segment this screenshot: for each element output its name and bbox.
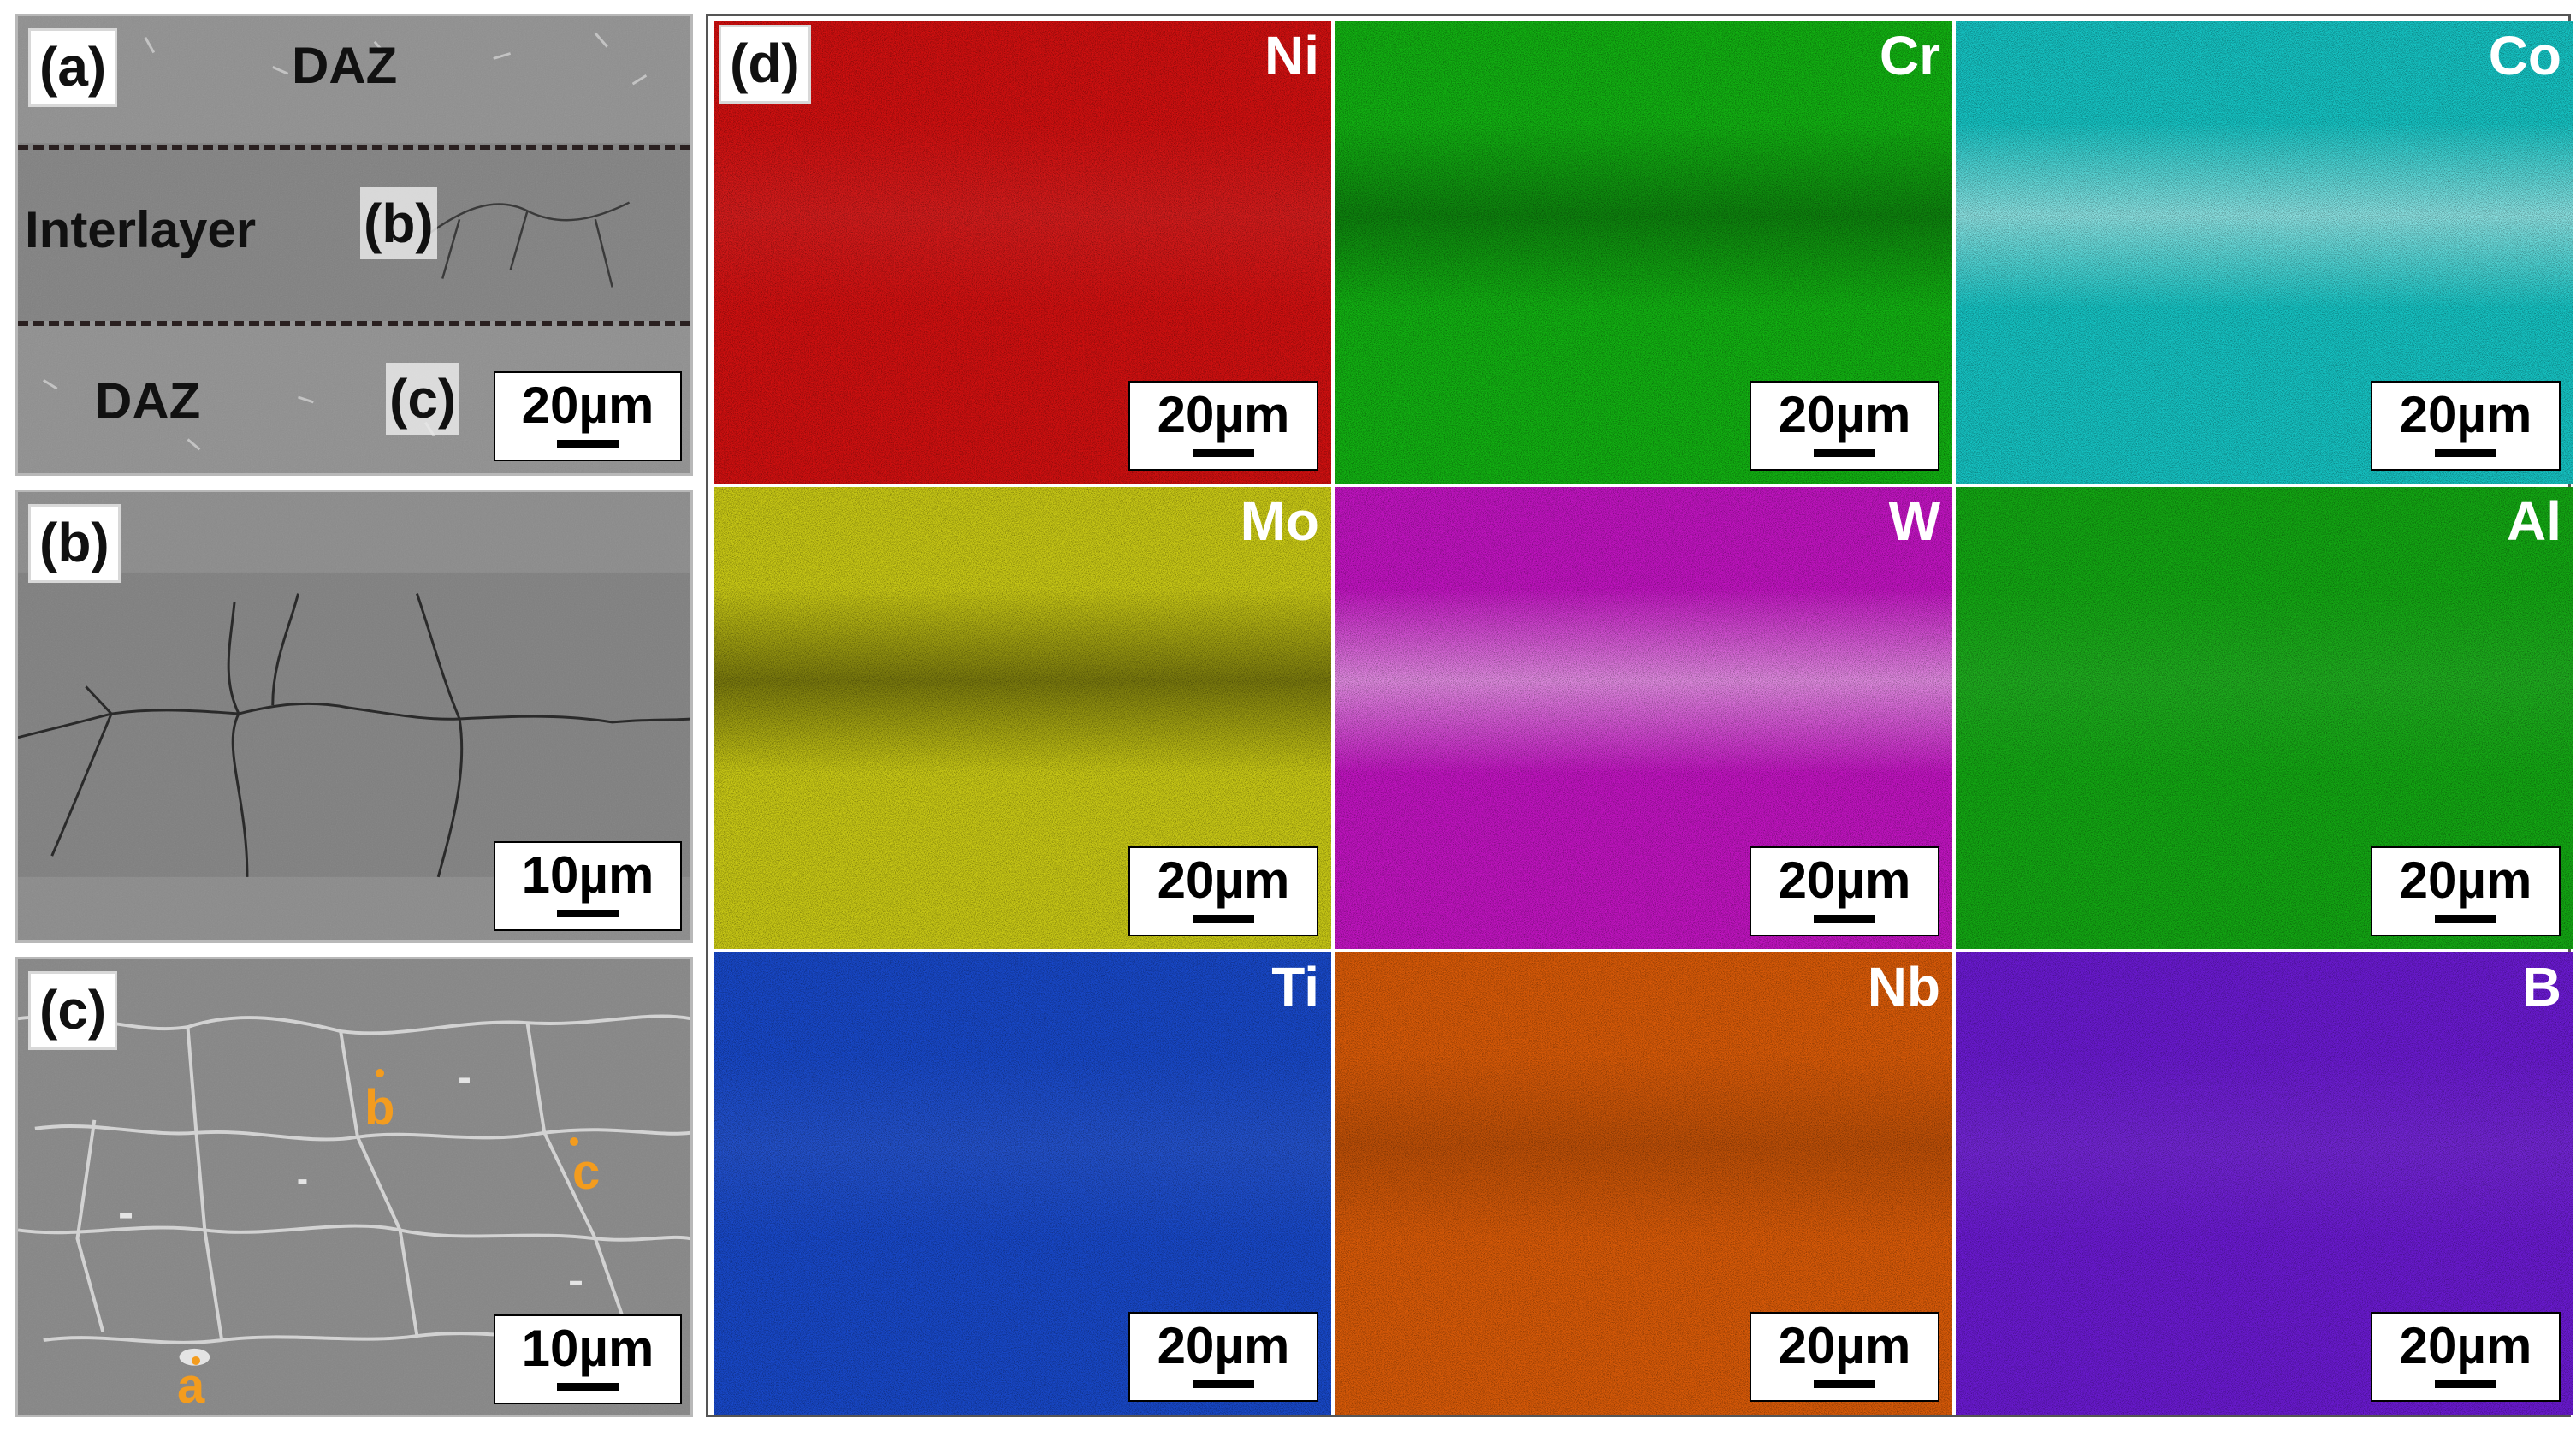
sem-image-c — [18, 959, 690, 1415]
eds-map-al: Al 20µm — [1956, 487, 2573, 949]
scale-bar-a-text: 20µm — [521, 377, 654, 434]
eds-map-cr-scale-line — [1814, 449, 1875, 457]
scale-bar-c-text: 10µm — [521, 1320, 654, 1377]
eds-map-ni-scale-bar: 20µm — [1128, 381, 1318, 471]
scale-bar-b-text: 10µm — [521, 846, 654, 904]
eds-map-cr: Cr 20µm — [1335, 21, 1952, 484]
eds-map-nb: Nb 20µm — [1335, 952, 1952, 1415]
eds-map-mo: Mo 20µm — [714, 487, 1331, 949]
eds-map-mo-scale-bar: 20µm — [1128, 846, 1318, 936]
eds-map-ti-scale-line — [1193, 1380, 1254, 1388]
eds-map-co: Co 20µm — [1956, 21, 2573, 484]
panel-a-label: (a) — [28, 28, 118, 107]
eds-map-ti-label: Ti — [1271, 956, 1319, 1018]
scale-bar-b: 10µm — [494, 841, 682, 931]
eds-map-ti-scale-bar: 20µm — [1128, 1312, 1318, 1402]
eds-map-nb-scale-line — [1814, 1380, 1875, 1388]
eds-map-b: B 20µm — [1956, 952, 2573, 1415]
eds-map-cr-label: Cr — [1879, 25, 1940, 86]
panel-c-label: (c) — [28, 971, 118, 1050]
sem-panel-c: (c) a b c 10µm — [15, 957, 693, 1417]
interlayer-label: Interlayer — [25, 201, 257, 258]
eds-map-nb-scale-bar: 20µm — [1750, 1312, 1939, 1402]
eds-map-mo-scale-line — [1193, 915, 1254, 923]
scale-bar-b-line — [557, 910, 619, 917]
eds-map-ti-scale-text: 20µm — [1157, 1317, 1290, 1374]
scale-bar-a: 20µm — [494, 371, 682, 461]
eds-map-ni: Ni 20µm — [714, 21, 1331, 484]
eds-map-co-scale-text: 20µm — [2399, 386, 2532, 443]
scale-bar-c: 10µm — [494, 1314, 682, 1404]
scale-bar-a-line — [557, 440, 619, 448]
eds-map-w-image — [1335, 487, 1952, 949]
point-c-marker — [570, 1137, 578, 1146]
eds-map-w-scale-line — [1814, 915, 1875, 923]
eds-map-b-label: B — [2521, 956, 2561, 1018]
eds-map-mo-label: Mo — [1240, 490, 1319, 552]
panel-d-label: (d) — [719, 25, 811, 104]
daz-top-label: DAZ — [292, 37, 398, 94]
interlayer-boundary-top — [18, 145, 690, 150]
eds-map-mo-scale-text: 20µm — [1157, 851, 1290, 909]
eds-map-nb-scale-text: 20µm — [1778, 1317, 1911, 1374]
eds-map-ni-scale-line — [1193, 449, 1254, 457]
eds-map-ni-scale-text: 20µm — [1157, 386, 1290, 443]
eds-map-cr-scale-bar: 20µm — [1750, 381, 1939, 471]
point-c-label: c — [572, 1144, 601, 1200]
eds-map-panel: Ni 20µm Cr 20µm Co 20µm Mo 20µm W 20µm Al 20µm Ti 20µ… — [706, 14, 2573, 1417]
eds-map-ni-label: Ni — [1264, 25, 1319, 86]
eds-map-cr-image — [1335, 21, 1952, 484]
daz-bottom-label: DAZ — [95, 372, 201, 430]
eds-map-al-scale-text: 20µm — [2399, 851, 2532, 909]
eds-map-w: W 20µm — [1335, 487, 1952, 949]
point-b-marker — [376, 1069, 384, 1077]
point-b-label: b — [364, 1080, 395, 1136]
eds-map-al-scale-line — [2435, 915, 2496, 923]
eds-map-w-scale-bar: 20µm — [1750, 846, 1939, 936]
interlayer-boundary-bottom — [18, 321, 690, 326]
point-a-marker — [192, 1356, 200, 1365]
eds-map-w-scale-text: 20µm — [1778, 851, 1911, 909]
eds-map-ti: Ti 20µm — [714, 952, 1331, 1415]
eds-map-al-label: Al — [2507, 490, 2561, 552]
eds-map-cr-scale-text: 20µm — [1778, 386, 1911, 443]
eds-map-co-label: Co — [2488, 25, 2561, 86]
eds-map-nb-label: Nb — [1867, 956, 1940, 1018]
panel-b-label: (b) — [28, 504, 121, 583]
eds-map-w-label: W — [1888, 490, 1940, 552]
eds-map-co-scale-line — [2435, 449, 2496, 457]
sem-panel-a: (a) DAZ Interlayer (b) DAZ (c) 20µm — [15, 14, 693, 476]
eds-map-b-scale-line — [2435, 1380, 2496, 1388]
scale-bar-c-line — [557, 1383, 619, 1391]
eds-map-co-scale-bar: 20µm — [2371, 381, 2561, 471]
inset-b-marker: (b) — [360, 187, 437, 259]
eds-map-b-scale-text: 20µm — [2399, 1317, 2532, 1374]
sem-panel-b: (b) 10µm — [15, 490, 693, 943]
point-a-label: a — [177, 1358, 205, 1414]
inset-c-marker: (c) — [386, 363, 460, 435]
eds-map-b-scale-bar: 20µm — [2371, 1312, 2561, 1402]
eds-map-al-scale-bar: 20µm — [2371, 846, 2561, 936]
